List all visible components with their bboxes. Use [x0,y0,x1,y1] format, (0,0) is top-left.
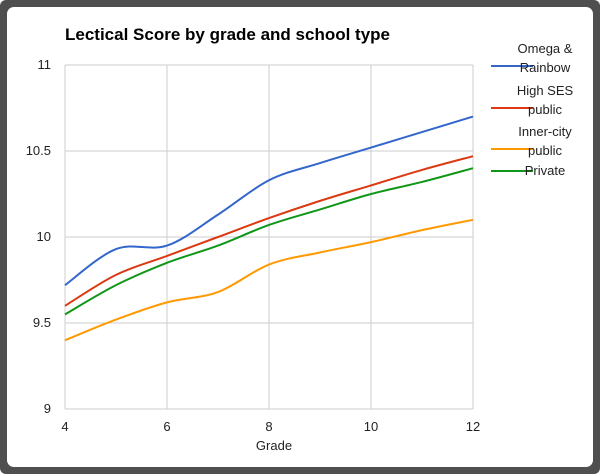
axis-ticks: 4 6 8 10 12 9 9.5 10 10.5 11 [26,57,481,434]
chart-panel: Lectical Score by grade and school type … [7,7,593,467]
x-tick-label: 6 [163,419,170,434]
legend-label: Inner-city [518,124,572,139]
legend-label: public [528,143,562,158]
x-axis-label: Grade [256,438,292,453]
series-line-2 [64,218,474,342]
y-tick-label: 9.5 [33,315,51,330]
y-tick-label: 9 [44,401,51,416]
series-line-1 [64,155,474,307]
legend-label: public [528,102,562,117]
series-line-3 [64,167,474,316]
series-lines [64,115,474,342]
chart-title: Lectical Score by grade and school type [65,25,390,44]
x-tick-label: 4 [61,419,68,434]
legend-label: High SES [517,83,574,98]
legend: Omega & Rainbow High SES public Inner-city pu… [491,41,574,178]
grid-lines [64,64,474,410]
line-chart: Lectical Score by grade and school type … [26,25,574,453]
x-tick-label: 10 [364,419,378,434]
series-line-0 [64,115,474,286]
y-tick-label: 10.5 [26,143,51,158]
y-tick-label: 11 [38,57,52,72]
legend-label: Rainbow [520,60,571,75]
legend-label: Omega & [518,41,573,56]
x-tick-label: 8 [265,419,272,434]
y-tick-label: 10 [37,229,51,244]
legend-label: Private [525,163,565,178]
x-tick-label: 12 [466,419,480,434]
